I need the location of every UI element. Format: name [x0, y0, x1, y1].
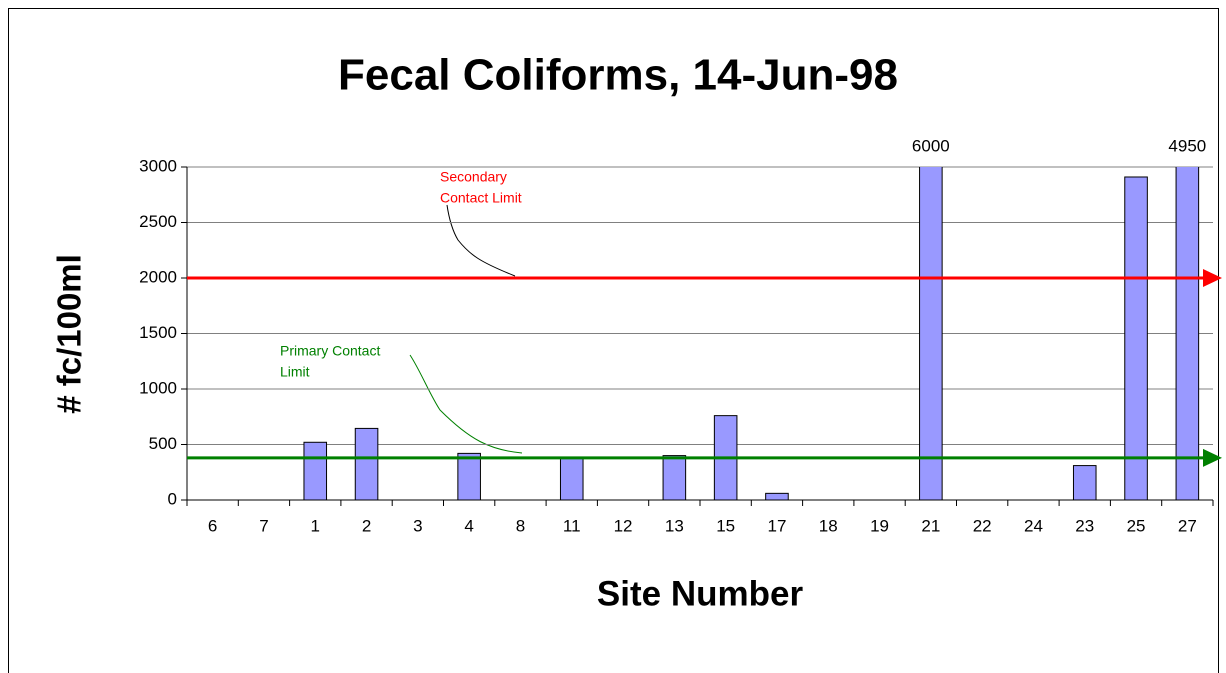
x-tick-label: 11 — [563, 516, 581, 535]
reference-arrow — [1203, 269, 1222, 287]
x-tick-label: 23 — [1075, 516, 1094, 535]
y-tick-label: 2000 — [139, 267, 177, 286]
reference-label: Contact Limit — [440, 190, 522, 206]
reference-label: Primary Contact — [280, 343, 380, 359]
y-tick-label: 0 — [168, 489, 177, 508]
y-tick-label: 2500 — [139, 212, 177, 231]
x-tick-label: 27 — [1178, 516, 1197, 535]
x-tick-label: 17 — [767, 516, 786, 535]
reference-label: Limit — [280, 364, 310, 380]
primary-callout — [409, 354, 523, 454]
x-tick-label: 18 — [819, 516, 838, 535]
x-tick-label: 13 — [665, 516, 684, 535]
bar — [1072, 465, 1097, 500]
y-axis-title: # fc/100ml — [51, 254, 88, 414]
secondary-callout — [446, 204, 516, 277]
x-tick-label: 3 — [413, 516, 422, 535]
y-tick-label: 3000 — [139, 156, 177, 175]
y-tick-label: 1000 — [139, 378, 177, 397]
bar — [919, 167, 943, 500]
x-tick-label: 7 — [259, 516, 268, 535]
data-label: 4950 — [1168, 136, 1206, 155]
chart-frame — [8, 8, 1219, 673]
x-tick-label: 4 — [464, 516, 473, 535]
bar — [354, 427, 379, 500]
bar — [1175, 167, 1200, 500]
bar — [1124, 176, 1148, 500]
x-tick-label: 12 — [614, 516, 633, 535]
x-tick-label: 1 — [311, 516, 320, 535]
x-tick-label: 25 — [1127, 516, 1146, 535]
x-tick-label: 19 — [870, 516, 889, 535]
x-tick-label: 22 — [973, 516, 992, 535]
bar — [662, 455, 687, 500]
x-tick-label: 24 — [1024, 516, 1043, 535]
x-tick-label: 8 — [516, 516, 525, 535]
reference-arrow — [1203, 448, 1222, 467]
x-tick-label: 21 — [921, 516, 940, 535]
bar — [457, 452, 481, 500]
x-tick-label: 15 — [716, 516, 735, 535]
x-axis-title: Site Number — [597, 574, 804, 613]
reference-label: Secondary — [440, 169, 507, 185]
bar — [559, 457, 584, 500]
y-tick-label: 500 — [149, 434, 177, 453]
bar — [765, 492, 789, 500]
data-label: 6000 — [912, 136, 950, 155]
y-tick-label: 1500 — [139, 323, 177, 342]
chart-title: Fecal Coliforms, 14-Jun-98 — [338, 51, 898, 100]
x-tick-label: 2 — [362, 516, 371, 535]
bar — [303, 441, 328, 500]
x-tick-label: 6 — [208, 516, 217, 535]
